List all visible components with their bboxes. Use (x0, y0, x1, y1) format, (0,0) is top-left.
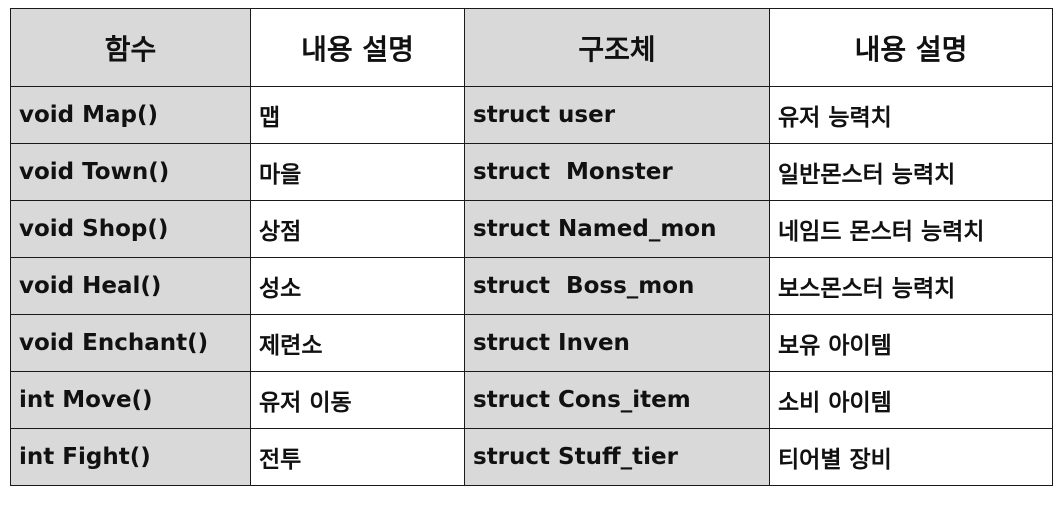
function-cell: int Move() (10, 371, 251, 429)
function-description-cell: 제련소 (250, 314, 465, 372)
function-cell: void Heal() (10, 257, 251, 315)
header-struct-description: 내용 설명 (769, 8, 1053, 87)
table-row: void Shop() 상점 struct Named_mon 네임드 몬스터 … (10, 200, 1053, 258)
header-function-description: 내용 설명 (250, 8, 465, 87)
header-row: 함수 내용 설명 구조체 내용 설명 (10, 8, 1053, 87)
struct-cell: struct Named_mon (464, 200, 770, 258)
struct-description-cell: 소비 아이템 (769, 371, 1053, 429)
function-description-cell: 유저 이동 (250, 371, 465, 429)
function-cell: int Fight() (10, 428, 251, 486)
function-description-cell: 전투 (250, 428, 465, 486)
function-description-cell: 성소 (250, 257, 465, 315)
struct-description-cell: 일반몬스터 능력치 (769, 143, 1053, 201)
struct-description-cell: 네임드 몬스터 능력치 (769, 200, 1053, 258)
function-cell: void Shop() (10, 200, 251, 258)
table-row: void Enchant() 제련소 struct Inven 보유 아이템 (10, 314, 1053, 372)
struct-cell: struct Cons_item (464, 371, 770, 429)
function-cell: void Map() (10, 86, 251, 144)
struct-description-cell: 보스몬스터 능력치 (769, 257, 1053, 315)
table-row: int Fight() 전투 struct Stuff_tier 티어별 장비 (10, 428, 1053, 486)
struct-cell: struct user (464, 86, 770, 144)
function-description-cell: 마을 (250, 143, 465, 201)
header-function: 함수 (10, 8, 251, 87)
struct-cell: struct Stuff_tier (464, 428, 770, 486)
struct-description-cell: 유저 능력치 (769, 86, 1053, 144)
table-row: void Map() 맵 struct user 유저 능력치 (10, 86, 1053, 144)
header-struct: 구조체 (464, 8, 770, 87)
function-cell: void Town() (10, 143, 251, 201)
table-row: void Heal() 성소 struct Boss_mon 보스몬스터 능력치 (10, 257, 1053, 315)
function-description-cell: 맵 (250, 86, 465, 144)
struct-cell: struct Monster (464, 143, 770, 201)
struct-cell: struct Boss_mon (464, 257, 770, 315)
table-row: int Move() 유저 이동 struct Cons_item 소비 아이템 (10, 371, 1053, 429)
table-row: void Town() 마을 struct Monster 일반몬스터 능력치 (10, 143, 1053, 201)
struct-description-cell: 티어별 장비 (769, 428, 1053, 486)
function-description-cell: 상점 (250, 200, 465, 258)
struct-description-cell: 보유 아이템 (769, 314, 1053, 372)
function-cell: void Enchant() (10, 314, 251, 372)
function-struct-table: 함수 내용 설명 구조체 내용 설명 void Map() 맵 struct u… (10, 8, 1053, 486)
struct-cell: struct Inven (464, 314, 770, 372)
